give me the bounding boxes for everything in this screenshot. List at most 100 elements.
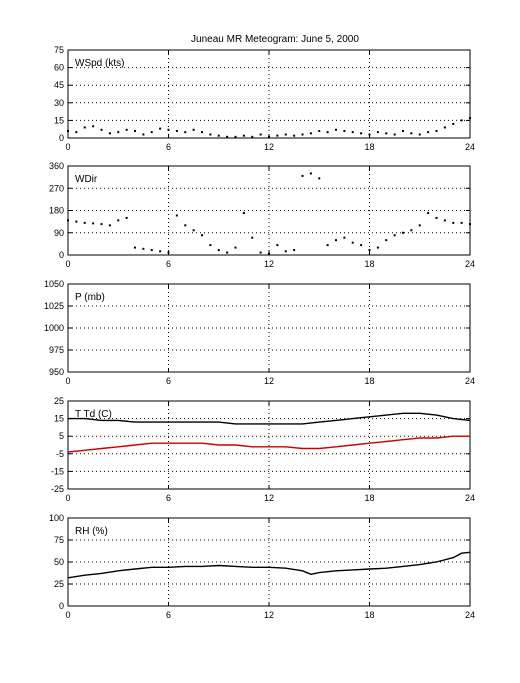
- data-point: [83, 221, 86, 224]
- data-point: [242, 211, 245, 214]
- data-point: [142, 247, 145, 250]
- x-tick-label: 0: [65, 376, 70, 386]
- x-tick-label: 12: [264, 142, 274, 152]
- data-point: [385, 132, 388, 135]
- data-point: [326, 131, 329, 134]
- panel-label: P (mb): [75, 292, 105, 303]
- x-tick-label: 12: [264, 376, 274, 386]
- panel-label: WDir: [75, 174, 98, 185]
- x-tick-label: 6: [166, 259, 171, 269]
- data-point: [276, 134, 279, 137]
- y-tick-label: 75: [54, 535, 64, 545]
- data-point: [159, 127, 162, 130]
- y-tick-label: -5: [56, 449, 64, 459]
- data-point: [402, 129, 404, 132]
- y-tick-label: 0: [59, 250, 64, 260]
- x-tick-label: 6: [166, 142, 171, 152]
- x-tick-label: 24: [465, 493, 475, 503]
- data-point: [175, 214, 178, 217]
- x-tick-label: 0: [65, 142, 70, 152]
- data-point: [92, 125, 95, 128]
- panel-4: 0 6 12 18 24 -25 -15 -5 5 15 25 T Td (C): [51, 396, 475, 503]
- data-point: [201, 234, 203, 237]
- panel-label: WSpd (kts): [75, 58, 124, 69]
- x-tick-label: 24: [465, 259, 475, 269]
- data-point: [226, 135, 229, 138]
- data-point: [301, 133, 304, 136]
- x-tick-label: 18: [364, 610, 374, 620]
- panel-2: 0 6 12 18 24 0 90 180 270 360 WDir: [49, 161, 475, 269]
- data-point: [351, 241, 354, 244]
- data-point: [259, 251, 262, 254]
- data-point: [410, 229, 413, 232]
- data-point: [234, 135, 237, 138]
- data-point: [343, 129, 346, 132]
- y-tick-label: 975: [49, 345, 64, 355]
- data-point: [293, 134, 296, 137]
- panel-1: 0 6 12 18 24 0 15 30 45 60 75 WSpd (kts): [54, 45, 475, 152]
- y-tick-label: 1050: [44, 279, 64, 289]
- data-point: [251, 135, 254, 138]
- data-point: [393, 234, 396, 237]
- data-point: [108, 224, 111, 227]
- data-point: [452, 221, 455, 224]
- data-point: [209, 133, 212, 136]
- data-point: [418, 133, 421, 136]
- data-point: [410, 132, 413, 135]
- x-tick-label: 0: [65, 259, 70, 269]
- x-tick-label: 18: [364, 376, 374, 386]
- x-tick-label: 0: [65, 493, 70, 503]
- x-tick-label: 0: [65, 610, 70, 620]
- data-point: [343, 236, 346, 239]
- data-point: [368, 133, 371, 136]
- series-line-2: [67, 435, 470, 453]
- x-tick-label: 24: [465, 142, 475, 152]
- data-point: [427, 211, 430, 214]
- panel-5: 0 6 12 18 24 0 25 50 75 100 RH (%): [49, 513, 475, 620]
- panel-3: 0 6 12 18 24 950 975 1000 1025 1050 P (mb): [44, 279, 475, 386]
- data-point: [335, 128, 337, 131]
- data-point: [443, 126, 446, 129]
- data-point: [217, 249, 220, 252]
- data-point: [469, 223, 471, 226]
- y-tick-label: 0: [59, 133, 64, 143]
- x-tick-label: 12: [264, 493, 274, 503]
- panel-label: T Td (C): [75, 409, 112, 420]
- data-point: [184, 131, 187, 134]
- data-point: [268, 252, 270, 255]
- data-point: [125, 128, 128, 131]
- data-point: [226, 251, 229, 254]
- y-tick-label: 50: [54, 557, 64, 567]
- data-point: [108, 132, 111, 135]
- series-line-1: [67, 551, 471, 579]
- data-point: [360, 244, 363, 247]
- y-tick-label: 30: [54, 98, 64, 108]
- y-tick-label: -15: [51, 466, 64, 476]
- data-point: [167, 251, 170, 254]
- data-point: [201, 131, 203, 134]
- data-point: [83, 126, 86, 129]
- data-point: [75, 220, 78, 223]
- data-point: [150, 249, 153, 252]
- data-point: [276, 244, 279, 247]
- y-tick-label: 15: [54, 414, 64, 424]
- data-point: [376, 246, 379, 249]
- data-point: [435, 216, 438, 219]
- y-tick-label: 270: [49, 183, 64, 193]
- data-point: [192, 229, 195, 232]
- data-point: [360, 132, 363, 135]
- data-point: [351, 131, 354, 134]
- x-tick-label: 6: [166, 493, 171, 503]
- y-tick-label: 950: [49, 367, 64, 377]
- data-point: [159, 250, 162, 253]
- data-point: [242, 134, 245, 137]
- data-point: [192, 128, 195, 131]
- data-point: [309, 132, 312, 135]
- y-tick-label: 25: [54, 396, 64, 406]
- data-point: [134, 129, 136, 132]
- data-point: [460, 119, 463, 122]
- data-point: [293, 249, 296, 252]
- data-point: [469, 117, 471, 120]
- y-tick-label: -25: [51, 484, 64, 494]
- data-point: [142, 133, 145, 136]
